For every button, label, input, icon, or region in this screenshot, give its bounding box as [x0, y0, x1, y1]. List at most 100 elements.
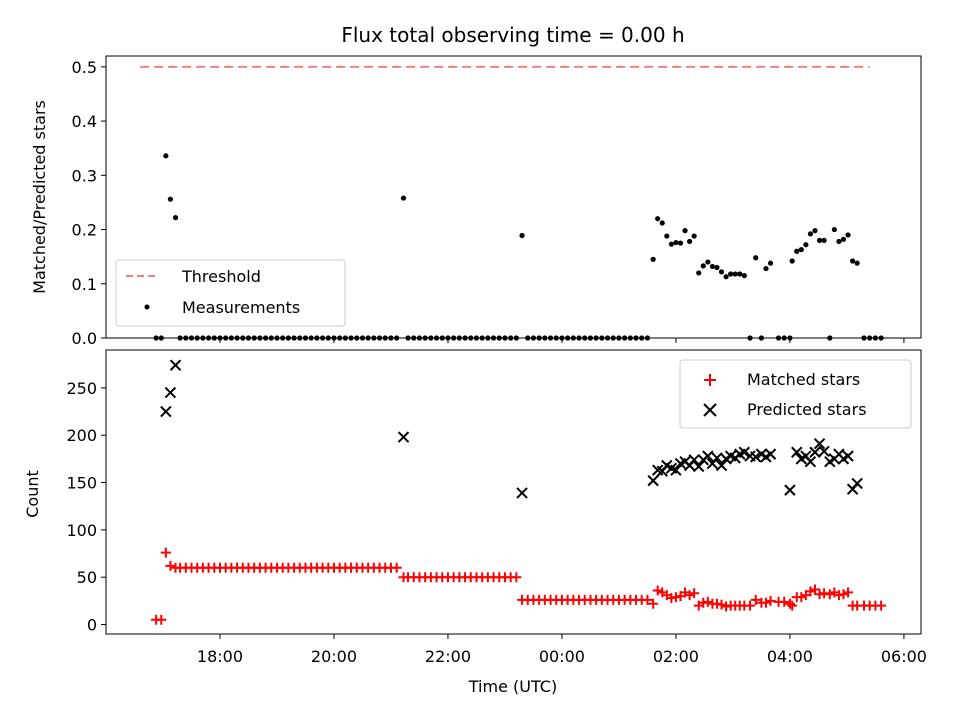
bottom-y-tick-label: 200	[66, 426, 97, 445]
top-y-tick-label: 0.0	[72, 329, 97, 348]
measurement-point	[163, 153, 169, 159]
x-tick-label: 18:00	[197, 647, 243, 666]
matched-stars-legend-label: Matched stars	[747, 370, 860, 389]
measurement-point	[682, 228, 688, 234]
x-tick-label: 00:00	[539, 647, 585, 666]
top-y-tick-label: 0.5	[72, 58, 97, 77]
matched-stars-point	[796, 592, 807, 603]
x-tick-label: 20:00	[311, 647, 357, 666]
measurement-point	[767, 260, 774, 266]
matched-stars-point	[165, 560, 176, 571]
bottom-legend: Matched stars Predicted stars	[679, 359, 912, 429]
matched-stars-point	[784, 598, 795, 609]
measurement-point	[718, 269, 725, 275]
matched-stars-point	[702, 596, 713, 607]
measurement-point	[687, 238, 693, 245]
measurement-point	[850, 258, 856, 264]
top-panel: 0.0 0.1 0.2 0.3 0.4 0.5 Matched/Predicted sta…	[30, 55, 922, 348]
measurement-point	[763, 265, 769, 272]
top-plot-area: 0.0 0.1 0.2 0.3 0.4 0.5	[72, 58, 905, 348]
bottom-plot-area: 0 50 100 150 200 250 18:00 20:00 22:00 00:00 02:00…	[66, 359, 927, 666]
measurement-point	[789, 258, 795, 264]
threshold-legend-label: Threshold	[181, 267, 261, 286]
measurement-point	[167, 196, 174, 202]
top-legend: Threshold Measurements	[115, 259, 346, 327]
top-y-tick-label: 0.1	[72, 275, 97, 294]
bottom-y-tick-label: 250	[66, 379, 97, 398]
predicted-stars-point	[791, 446, 803, 458]
measurement-point	[705, 259, 711, 265]
measurement-point	[519, 232, 525, 239]
x-axis-label: Time (UTC)	[468, 677, 557, 696]
top-y-axis-label: Matched/Predicted stars	[30, 100, 49, 294]
matched-stars-point	[156, 614, 167, 625]
measurement-point	[753, 255, 759, 261]
predicted-stars-point	[715, 459, 728, 472]
measurement-point	[700, 263, 706, 269]
matched-stars-point	[876, 600, 887, 611]
predicted-stars-point	[647, 474, 659, 487]
measurement-point	[655, 216, 661, 222]
predicted-stars-point	[784, 484, 796, 496]
predicted-stars-point	[738, 446, 751, 458]
matched-stars-point	[838, 589, 849, 600]
measurements-legend-label: Measurements	[182, 298, 300, 317]
top-plot-frame	[105, 55, 922, 339]
predicted-stars-point	[169, 359, 182, 371]
top-y-tick-label: 0.2	[72, 221, 97, 240]
measurement-point	[728, 271, 734, 277]
measurement-point	[798, 247, 804, 253]
measurement-point	[691, 233, 697, 239]
measurement-point	[840, 236, 847, 242]
measurement-point	[741, 273, 747, 279]
predicted-stars-point	[818, 445, 830, 458]
predicted-stars-point	[809, 446, 821, 458]
predicted-stars-point	[804, 455, 817, 468]
measurement-point	[668, 241, 674, 247]
measurement-point	[854, 260, 860, 266]
predicted-stars-point	[851, 477, 863, 490]
measurement-point	[794, 248, 800, 254]
predicted-stars-point	[711, 452, 723, 464]
measurement-point	[650, 256, 656, 262]
measurement-point	[664, 233, 670, 239]
measurement-point	[696, 270, 702, 276]
predicted-stars-legend-label: Predicted stars	[747, 400, 867, 419]
bottom-legend-box	[679, 359, 912, 429]
predicted-stars-point	[516, 487, 528, 499]
measurement-point	[816, 237, 823, 243]
measurement-point	[812, 228, 818, 234]
matched-stars-point	[716, 599, 727, 610]
measurement-point	[714, 264, 720, 271]
matched-stars-point	[843, 587, 854, 598]
predicted-stars-point	[397, 431, 410, 443]
matched-stars-legend-swatch	[704, 374, 716, 386]
measurement-point	[172, 215, 179, 221]
measurement-point	[737, 271, 743, 277]
predicted-stars-point	[160, 405, 172, 418]
measurement-point	[677, 240, 684, 246]
matched-stars-point	[779, 596, 790, 607]
matched-stars-point	[391, 562, 402, 573]
matched-stars-point	[689, 588, 700, 599]
measurement-point	[831, 226, 837, 233]
bottom-y-tick-label: 50	[77, 568, 97, 587]
x-tick-label: 02:00	[653, 647, 699, 666]
predicted-stars-point	[750, 451, 762, 463]
top-legend-box	[115, 259, 346, 327]
bottom-plot-frame	[105, 349, 922, 635]
predicted-stars-point	[764, 448, 777, 460]
measurements-legend-swatch	[144, 304, 150, 310]
measurement-point	[400, 195, 407, 201]
matched-stars-point	[684, 590, 695, 601]
measurement-point	[803, 242, 809, 248]
matched-stars-point	[642, 594, 653, 605]
predicted-stars-point	[164, 386, 177, 399]
predicted-stars-point	[842, 450, 854, 462]
top-y-tick-label: 0.3	[72, 166, 97, 185]
bottom-y-tick-label: 150	[66, 474, 97, 493]
predicted-stars-legend-swatch	[703, 403, 717, 417]
predicted-stars-point	[688, 454, 700, 466]
matched-stars-point	[652, 585, 663, 596]
matched-stars-point	[745, 600, 756, 611]
